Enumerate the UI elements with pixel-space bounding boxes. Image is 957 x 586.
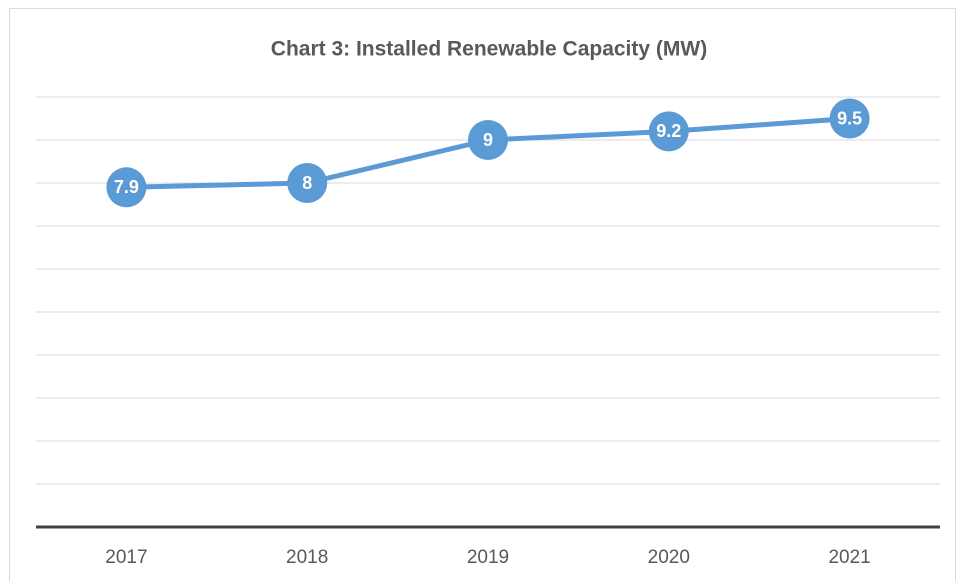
- data-label: 7.9: [114, 177, 139, 197]
- chart-border: [9, 8, 956, 586]
- chart-title: Chart 3: Installed Renewable Capacity (M…: [271, 38, 707, 61]
- x-tick-label: 2017: [105, 547, 147, 568]
- data-label: 9.2: [656, 121, 681, 141]
- data-label: 9: [483, 130, 493, 150]
- marker: [468, 120, 508, 160]
- data-label: 8: [302, 173, 312, 193]
- x-tick-label: 2018: [286, 547, 328, 568]
- marker: [829, 98, 870, 139]
- data-label: 9.5: [837, 108, 862, 128]
- x-tick-label: 2019: [467, 547, 509, 568]
- marker: [287, 163, 328, 203]
- x-tick-label: 2021: [828, 547, 870, 568]
- x-tick-label: 2020: [648, 547, 690, 568]
- marker: [106, 167, 147, 208]
- marker: [648, 111, 689, 152]
